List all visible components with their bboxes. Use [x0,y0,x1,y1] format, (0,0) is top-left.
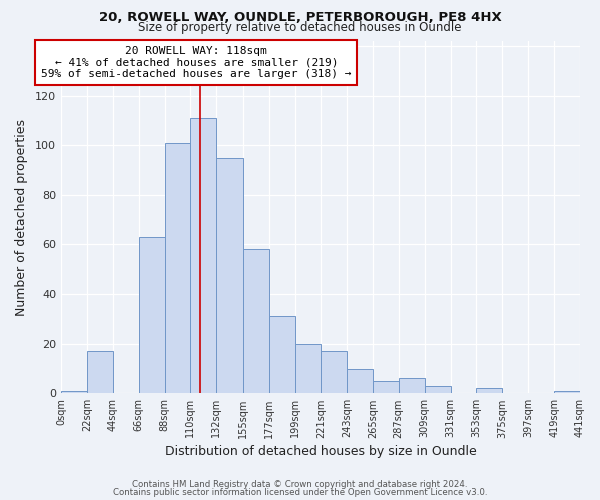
Bar [244,250,269,394]
Bar [425,386,451,394]
Bar [373,381,399,394]
Bar [164,142,190,394]
Bar [321,351,347,394]
Bar [269,316,295,394]
Bar [554,391,580,394]
Bar [476,388,502,394]
X-axis label: Distribution of detached houses by size in Oundle: Distribution of detached houses by size … [164,444,476,458]
Bar [61,391,87,394]
Bar [295,344,321,394]
Bar [87,351,113,394]
Bar [399,378,425,394]
Text: Contains public sector information licensed under the Open Government Licence v3: Contains public sector information licen… [113,488,487,497]
Text: Contains HM Land Registry data © Crown copyright and database right 2024.: Contains HM Land Registry data © Crown c… [132,480,468,489]
Bar [216,158,244,394]
Bar [347,368,373,394]
Bar [139,237,164,394]
Y-axis label: Number of detached properties: Number of detached properties [15,118,28,316]
Text: 20, ROWELL WAY, OUNDLE, PETERBOROUGH, PE8 4HX: 20, ROWELL WAY, OUNDLE, PETERBOROUGH, PE… [98,11,502,24]
Bar [190,118,216,394]
Text: Size of property relative to detached houses in Oundle: Size of property relative to detached ho… [138,22,462,35]
Text: 20 ROWELL WAY: 118sqm
← 41% of detached houses are smaller (219)
59% of semi-det: 20 ROWELL WAY: 118sqm ← 41% of detached … [41,46,352,79]
